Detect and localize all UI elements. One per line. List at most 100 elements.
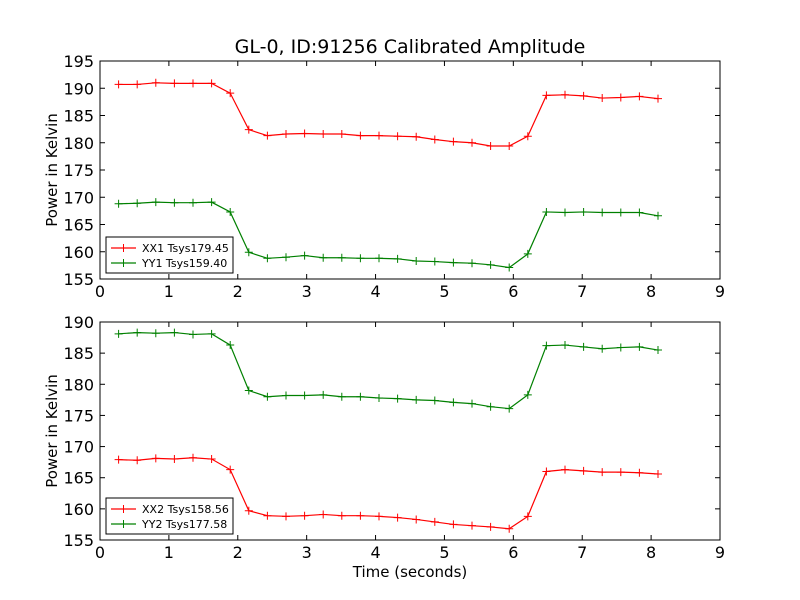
data-point [449,398,458,407]
legend-entry: XX1 Tsys179.45 [142,242,229,255]
data-point [393,394,402,403]
data-point [207,455,216,464]
data-point [300,511,309,520]
chart-title: GL-0, ID:91256 Calibrated Amplitude [235,36,586,58]
data-point [449,258,458,267]
series-2 [114,328,662,413]
y-axis-label: Power in Kelvin [43,374,61,488]
data-point [412,132,421,141]
data-point [561,465,569,474]
data-point [486,260,495,269]
data-point [468,521,476,530]
data-point [151,329,160,338]
data-point [356,131,365,140]
data-point [654,469,662,478]
x-tick-label: 7 [577,543,587,562]
data-point [561,341,569,350]
data-point [337,253,346,262]
data-point [449,520,458,529]
data-point [133,328,142,337]
data-point [189,198,197,207]
data-point [244,386,253,395]
data-point [468,138,476,147]
data-point [300,251,309,260]
y-tick-label: 160 [63,243,94,262]
data-point [486,402,495,411]
data-point [393,254,402,263]
y-tick-label: 190 [63,313,94,332]
x-tick-label: 1 [164,282,174,301]
y-tick-label: 170 [63,438,94,457]
y-axis-label: Power in Kelvin [43,113,61,227]
data-point [375,254,383,263]
y-tick-label: 155 [63,531,94,550]
x-tick-label: 9 [715,543,725,562]
data-point [654,346,662,355]
series-2 [114,198,662,272]
data-point [412,257,421,266]
x-tick-label: 4 [370,543,380,562]
data-point [468,259,476,268]
data-point [282,253,290,262]
data-point [300,129,309,138]
data-point [114,80,123,89]
data-point [468,399,476,408]
data-point [337,392,346,401]
x-tick-label: 4 [370,282,380,301]
y-tick-label: 190 [63,79,94,98]
y-tick-label: 155 [63,270,94,289]
data-point [393,513,402,522]
x-tick-label: 7 [577,282,587,301]
data-point [430,135,439,144]
data-point [598,208,607,217]
data-point [654,211,662,220]
data-point [133,456,142,465]
data-point [226,341,235,350]
x-tick-label: 9 [715,282,725,301]
series-1 [114,78,662,151]
data-point [579,207,588,216]
y-tick-label: 175 [63,406,94,425]
data-point [244,506,253,515]
data-point [207,198,216,207]
data-point [170,79,179,88]
data-point [263,392,272,401]
data-point [356,254,365,263]
data-point [579,342,588,351]
y-tick-label: 175 [63,161,94,180]
legend-marker [119,505,128,513]
axes-frame [99,60,721,280]
data-point [635,468,644,477]
legend-marker [119,244,128,252]
data-point [635,92,644,101]
data-point [598,344,607,353]
x-tick-label: 5 [439,282,449,301]
data-point [598,468,607,477]
data-point [114,455,123,464]
x-tick-label: 5 [439,543,449,562]
data-point [189,79,197,88]
data-point [616,468,625,477]
data-point [207,329,216,338]
data-point [226,465,235,474]
y-tick-label: 185 [63,107,94,126]
data-point [393,132,402,141]
data-point [505,524,514,533]
y-tick-label: 165 [63,216,94,235]
y-tick-label: 180 [63,134,94,153]
data-point [635,342,644,351]
data-point [523,249,532,258]
y-tick-label: 195 [63,52,94,71]
data-point [319,253,328,262]
x-tick-label: 8 [646,543,656,562]
data-point [207,79,216,88]
data-point [133,80,142,89]
data-point [189,453,197,462]
data-point [319,390,328,399]
data-point [319,510,328,519]
legend: XX2 Tsys158.56 YY2 Tsys177.58 [105,497,234,535]
data-point [505,142,514,151]
data-point [635,208,644,217]
data-point [486,142,495,151]
data-point [282,130,290,139]
